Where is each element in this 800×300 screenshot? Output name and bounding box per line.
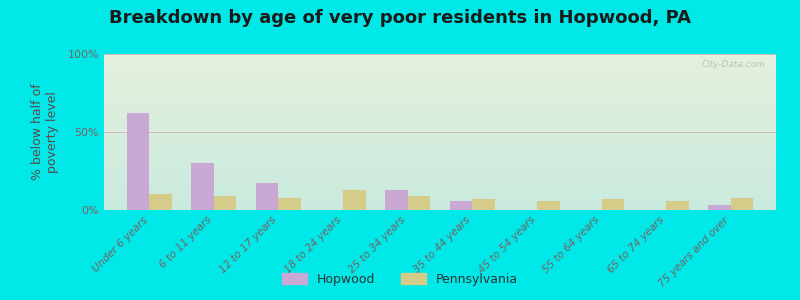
Bar	[385, 190, 408, 210]
Bar	[708, 205, 730, 210]
Bar	[214, 196, 237, 210]
Text: Breakdown by age of very poor residents in Hopwood, PA: Breakdown by age of very poor residents …	[109, 9, 691, 27]
Bar	[450, 201, 472, 210]
Bar	[343, 190, 366, 210]
Bar	[191, 163, 214, 210]
Bar	[666, 201, 689, 210]
Bar	[602, 199, 624, 210]
Bar	[150, 194, 172, 210]
Bar	[730, 197, 754, 210]
Legend: Hopwood, Pennsylvania: Hopwood, Pennsylvania	[278, 268, 522, 291]
Bar	[278, 197, 301, 210]
Bar	[537, 201, 559, 210]
Bar	[408, 196, 430, 210]
Bar	[472, 199, 495, 210]
Y-axis label: % below half of
poverty level: % below half of poverty level	[31, 84, 59, 180]
Text: City-Data.com: City-Data.com	[702, 60, 766, 69]
Bar	[256, 184, 278, 210]
Bar	[126, 113, 150, 210]
